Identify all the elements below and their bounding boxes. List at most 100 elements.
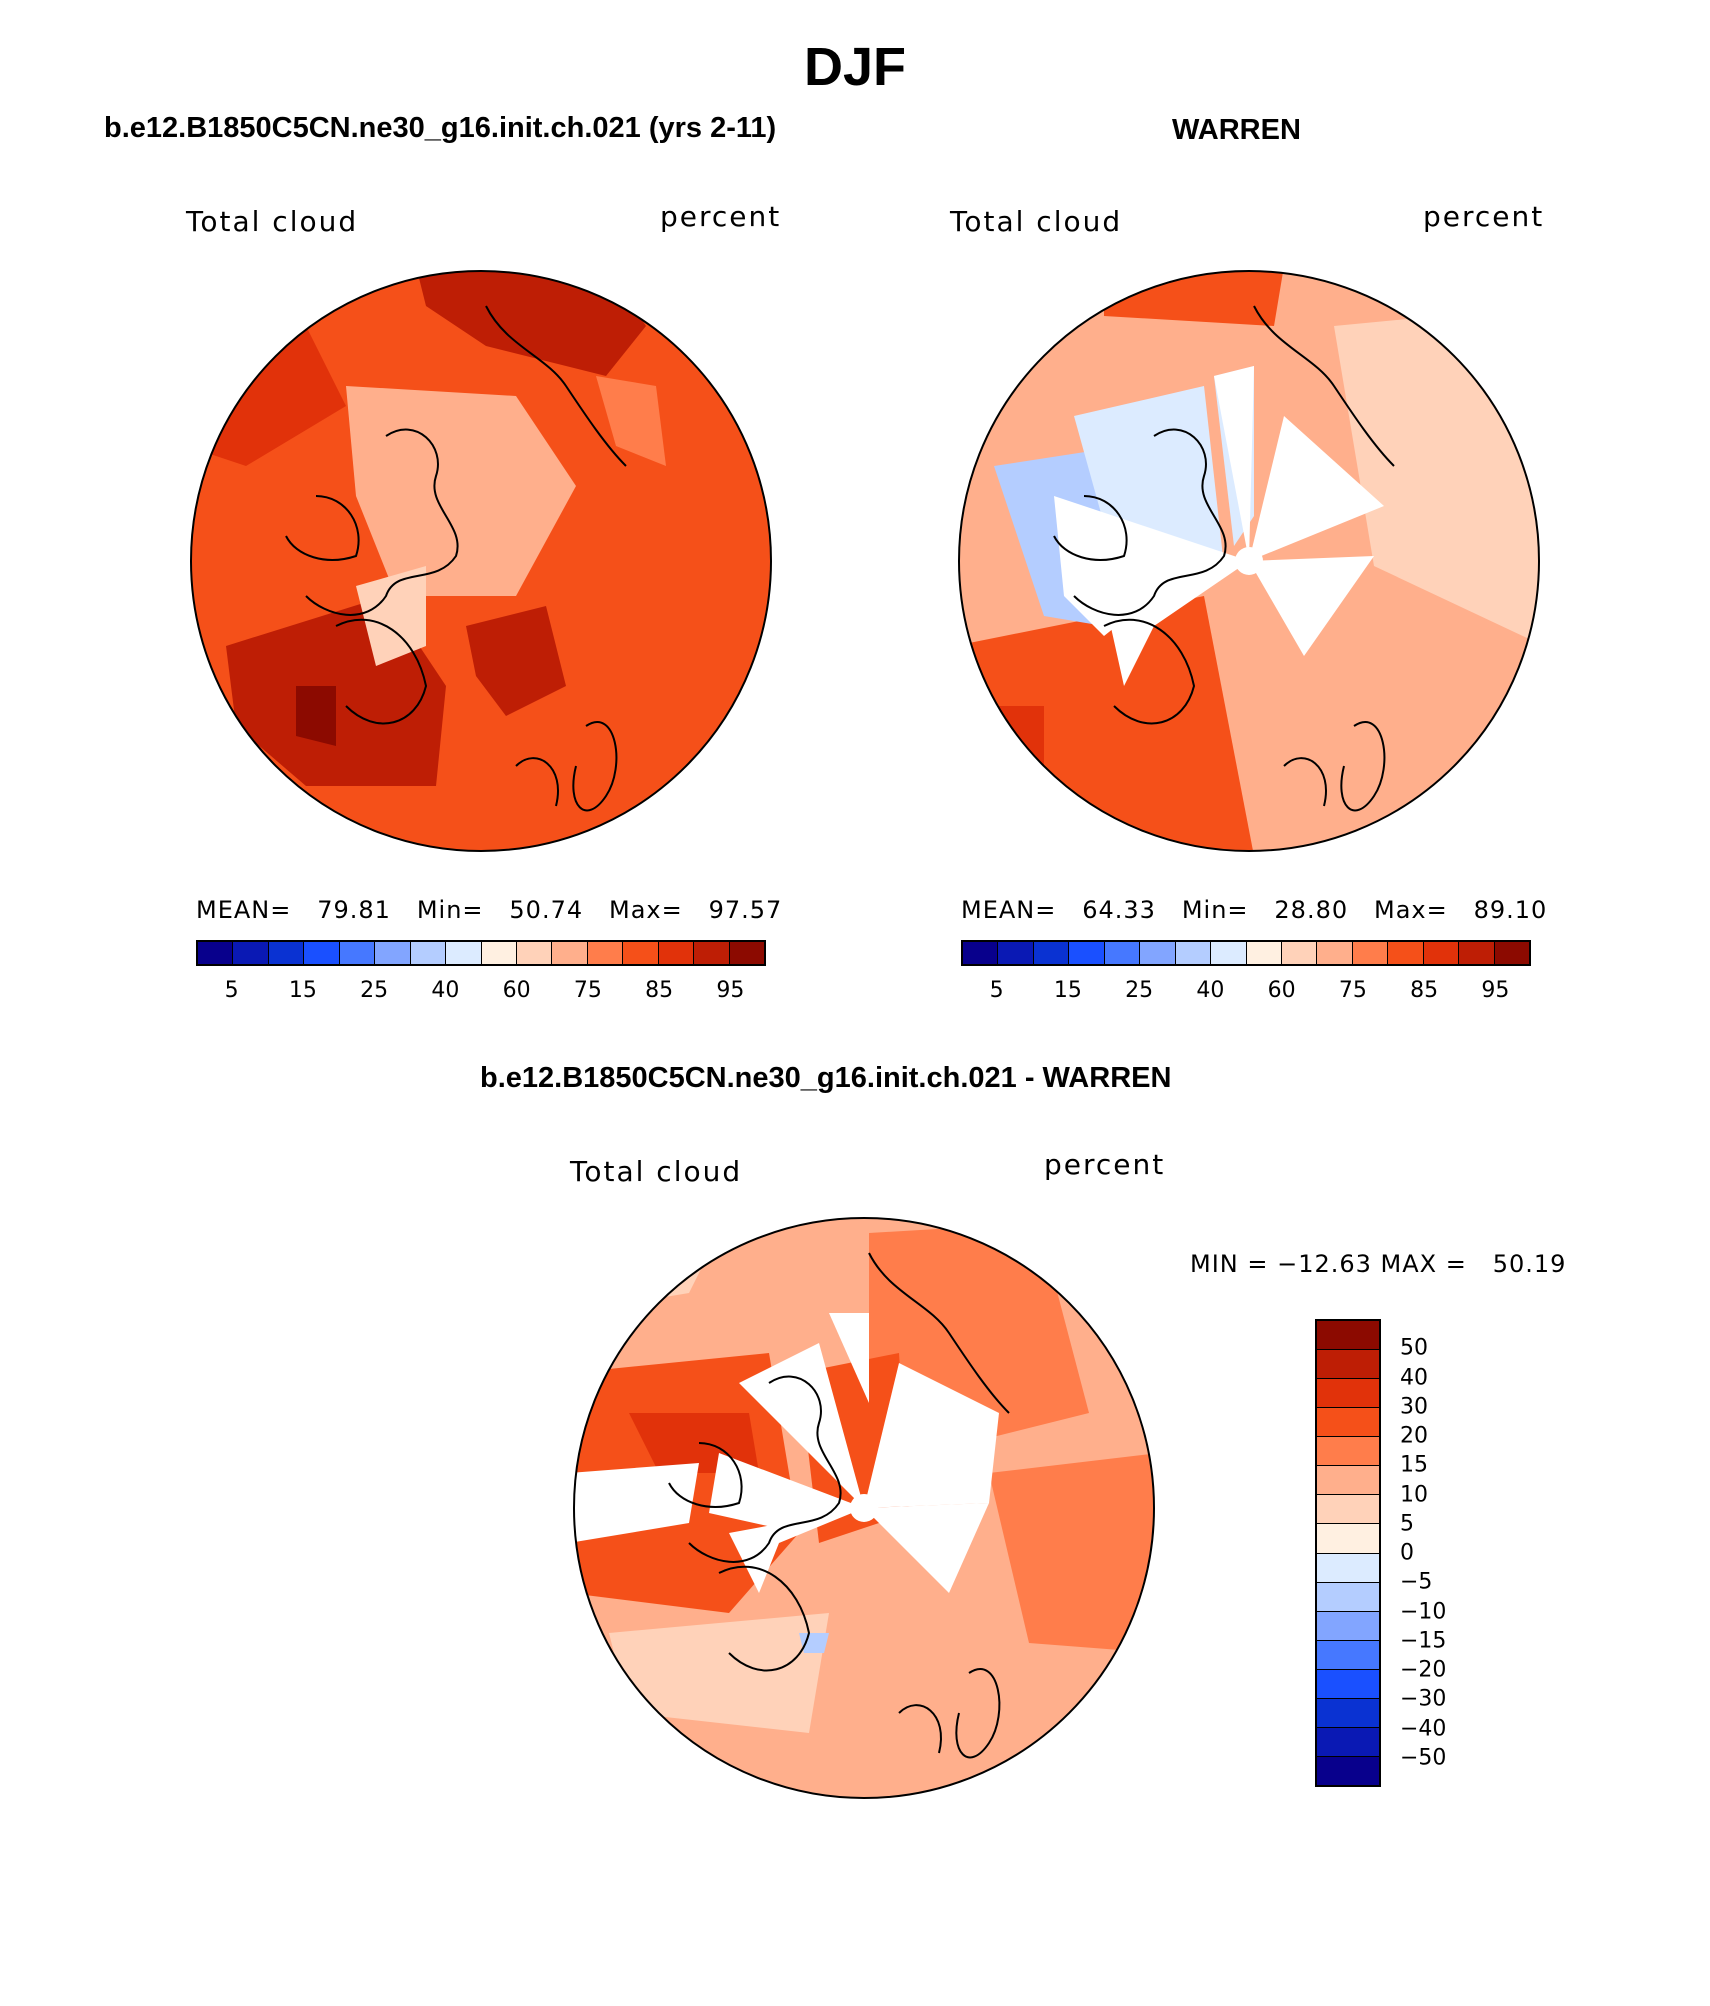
colorbar-tick-label: 95 — [716, 978, 745, 1003]
panel2-coastlines — [1053, 305, 1395, 812]
panel2-missing-data-wedge — [1249, 556, 1374, 656]
colorbar-swatch — [1317, 1669, 1379, 1699]
colorbar-tick-label: 15 — [288, 978, 317, 1003]
panel1-high-cloud-region — [466, 606, 566, 716]
colorbar-swatch — [198, 942, 234, 964]
colorbar-swatch — [1033, 942, 1070, 964]
colorbar-swatch — [1175, 942, 1212, 964]
panel2-missing-data-wedge — [1104, 561, 1249, 686]
colorbar-swatch — [963, 942, 999, 964]
diff-missing-data-wedge — [574, 1463, 699, 1543]
colorbar-swatch — [587, 942, 624, 964]
colorbar-swatch — [1317, 1350, 1379, 1380]
diff-coastlines — [668, 1252, 1010, 1759]
diff-map-border — [573, 1217, 1155, 1799]
colorbar-tick-label: 75 — [573, 978, 602, 1003]
diff-small-region — [609, 1613, 829, 1733]
colorbar-tick-label: 50 — [1400, 1335, 1428, 1361]
colorbar-swatch — [1317, 1582, 1379, 1612]
panel2-missing-data-wedge — [1249, 416, 1384, 561]
colorbar-swatch — [1317, 1756, 1379, 1785]
colorbar-swatch — [1317, 1611, 1379, 1641]
diff-missing-data-wedge — [729, 1508, 864, 1593]
colorbar-swatch — [623, 942, 659, 964]
colorbar-tick-label: −40 — [1400, 1716, 1447, 1741]
colorbar-tick-label: 10 — [1400, 1482, 1428, 1507]
colorbar-swatch — [658, 942, 695, 964]
panel1-title: b.e12.B1850C5CN.ne30_g16.init.ch.021 (yr… — [104, 112, 777, 144]
colorbar-swatch — [1317, 1379, 1379, 1409]
colorbar-swatch — [410, 942, 447, 964]
colorbar-swatch — [1494, 942, 1529, 964]
figure-title: DJF — [803, 37, 906, 97]
panel2-missing-data-wedge — [1214, 366, 1254, 561]
diff-polar-map — [573, 1217, 1155, 1799]
colorbar-swatch — [1317, 1495, 1379, 1525]
colorbar-tick-label: 40 — [1196, 978, 1225, 1003]
colorbar-tick-label: 40 — [431, 978, 460, 1003]
panel1-low-cloud-region — [346, 386, 576, 596]
colorbar-swatch — [446, 942, 482, 964]
panel1-stats: MEAN= 79.81 Min= 50.74 Max= 97.57 — [196, 896, 783, 924]
diff-positive-region — [989, 1453, 1154, 1653]
colorbar-tick-label: 75 — [1338, 978, 1367, 1003]
diff-colorbar-ticks: 50 40 30 20 15 10 5 0 −5 −10 −15 −20 −30 −40 −50 — [1400, 1319, 1520, 1787]
colorbar-swatch — [1352, 942, 1389, 964]
colorbar-swatch — [729, 942, 764, 964]
panel2-pole-hole — [1235, 547, 1263, 575]
diff-missing-data-wedge — [739, 1343, 864, 1508]
diff-units-label: percent — [1044, 1148, 1166, 1181]
diff-pole-hole — [850, 1494, 878, 1522]
colorbar-tick-label: 15 — [1053, 978, 1082, 1003]
diff-missing-data-wedge — [864, 1503, 989, 1593]
colorbar-tick-label: 85 — [1410, 978, 1439, 1003]
colorbar-tick-label: 25 — [1125, 978, 1154, 1003]
colorbar-swatch — [1317, 1727, 1379, 1757]
colorbar-swatch — [339, 942, 376, 964]
colorbar-swatch — [552, 942, 588, 964]
colorbar-swatch — [1317, 1524, 1379, 1554]
panel1-units-label: percent — [660, 200, 782, 233]
panel1-colorbar — [196, 940, 766, 966]
colorbar-tick-label: −30 — [1400, 1686, 1447, 1712]
colorbar-tick-label: −50 — [1400, 1745, 1447, 1771]
colorbar-tick-label: 60 — [1267, 978, 1296, 1003]
panel2-map-border — [958, 270, 1540, 852]
panel1-map-border — [190, 270, 772, 852]
panel2-missing-data-wedge — [1054, 496, 1249, 636]
diff-missing-data-wedge — [709, 1453, 864, 1533]
colorbar-tick-label: −10 — [1400, 1599, 1447, 1624]
panel2-stats: MEAN= 64.33 Min= 28.80 Max= 89.10 — [961, 896, 1548, 924]
colorbar-tick-label: 95 — [1481, 978, 1510, 1003]
diff-stats: MIN = −12.63 MAX = 50.19 — [1190, 1250, 1567, 1278]
colorbar-swatch — [1211, 942, 1247, 964]
colorbar-tick-label: 40 — [1400, 1365, 1428, 1390]
colorbar-tick-label: 15 — [1400, 1452, 1428, 1478]
colorbar-swatch — [1317, 1553, 1379, 1583]
colorbar-swatch — [1388, 942, 1424, 964]
panel2-colorbar-ticks: 5 15 25 40 60 75 85 95 — [961, 978, 1531, 1008]
colorbar-swatch — [1104, 942, 1141, 964]
colorbar-tick-label: 0 — [1400, 1540, 1414, 1566]
panel1-mid-cloud-region — [596, 376, 666, 466]
diff-colorbar — [1315, 1319, 1381, 1787]
colorbar-tick-label: −20 — [1400, 1657, 1447, 1683]
colorbar-swatch — [481, 942, 517, 964]
colorbar-tick-label: 25 — [360, 978, 389, 1003]
colorbar-swatch — [375, 942, 411, 964]
panel2-variable-label: Total cloud — [950, 205, 1123, 238]
colorbar-tick-label: 5 — [989, 978, 1004, 1003]
colorbar-swatch — [1140, 942, 1176, 964]
panel1-polar-map — [190, 270, 772, 852]
diff-missing-data-wedge — [864, 1363, 999, 1508]
colorbar-swatch — [998, 942, 1034, 964]
panel1-coastlines — [285, 305, 627, 812]
panel1-variable-label: Total cloud — [186, 205, 359, 238]
panel2-units-label: percent — [1423, 200, 1545, 233]
panel2-colorbar — [961, 940, 1531, 966]
colorbar-swatch — [1246, 942, 1282, 964]
panel2-title: WARREN — [1172, 114, 1301, 146]
diff-missing-data-wedge — [829, 1313, 869, 1403]
colorbar-swatch — [1423, 942, 1460, 964]
panel2-polar-map — [958, 270, 1540, 852]
